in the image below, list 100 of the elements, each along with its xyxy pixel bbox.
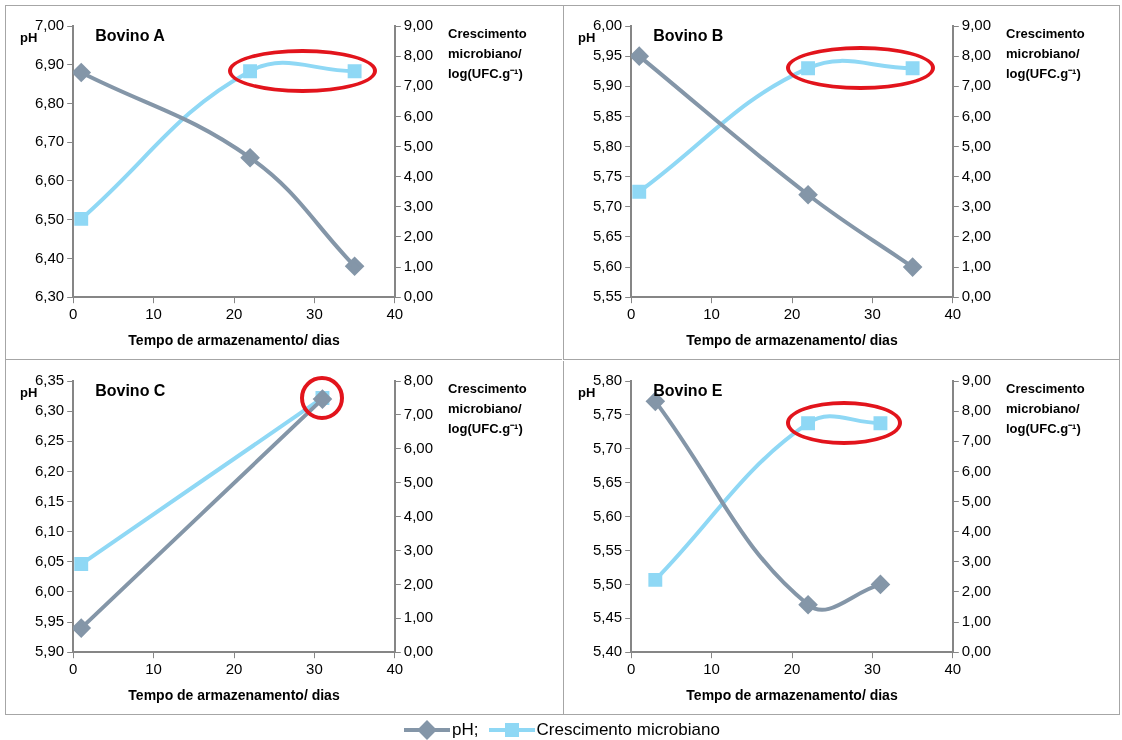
y-tick-label: 5,65 <box>592 227 623 245</box>
y2-tick-label: 1,00 <box>403 257 434 275</box>
x-tick-label: 0 <box>69 305 78 323</box>
x-tick-label: 0 <box>627 660 636 678</box>
y2-tick-label: 5,00 <box>403 472 434 490</box>
y-tick-label: 5,55 <box>592 287 623 305</box>
y2-tick-label: 5,00 <box>403 136 434 154</box>
y2-tick-label: 8,00 <box>961 401 992 419</box>
y-tick-label: 5,80 <box>592 136 623 154</box>
y2-tick-label: 7,00 <box>403 405 434 423</box>
y2-tick-label: 0,00 <box>961 642 992 660</box>
chart-title: Bovino A <box>95 27 166 45</box>
y-tick-label: 5,55 <box>592 540 623 558</box>
y2-tick-label: 3,00 <box>961 196 992 214</box>
y-tick-label: 5,70 <box>592 438 623 456</box>
y-tick-label: 6,60 <box>34 171 65 189</box>
chart-title: Bovino B <box>653 27 724 45</box>
y-tick-label: 6,80 <box>34 93 65 111</box>
y2-axis-title: Crescimento microbiano/ log(UFC.g⁻¹) <box>1006 381 1085 437</box>
x-axis-title: Tempo de armazenamento/ dias <box>128 332 340 349</box>
x-tick-label: 40 <box>944 660 962 678</box>
y-tick-label: 5,50 <box>592 574 623 592</box>
y2-tick-label: 6,00 <box>961 106 992 124</box>
point <box>345 257 364 276</box>
y-tick-label: 6,00 <box>34 582 65 600</box>
y2-tick-label: 0,00 <box>961 287 992 305</box>
point <box>799 595 818 614</box>
x-tick-label: 30 <box>864 660 881 678</box>
y-tick-label: 6,15 <box>34 491 65 509</box>
y-tick-label: 6,25 <box>34 431 65 449</box>
y-tick-label: 5,85 <box>592 106 623 124</box>
y2-tick-label: 4,00 <box>961 521 992 539</box>
y2-tick-label: 1,00 <box>961 612 992 630</box>
x-tick-label: 30 <box>306 305 323 323</box>
y2-tick-label: 7,00 <box>961 76 992 94</box>
y2-tick-label: 6,00 <box>403 438 434 456</box>
y2-tick-label: 3,00 <box>403 540 434 558</box>
y2-tick-label: 8,00 <box>961 46 992 64</box>
y-tick-label: 6,30 <box>34 287 65 305</box>
x-tick-label: 20 <box>225 305 243 323</box>
y-tick-label: 5,60 <box>592 257 623 275</box>
point <box>799 185 818 204</box>
y2-tick-label: 4,00 <box>403 506 434 524</box>
x-tick-label: 20 <box>225 660 243 678</box>
y2-axis-title: Crescimento microbiano/ log(UFC.g⁻¹) <box>1006 26 1085 82</box>
y-tick-label: 5,75 <box>592 166 623 184</box>
x-tick-label: 0 <box>627 305 636 323</box>
x-tick-label: 40 <box>386 660 404 678</box>
y2-tick-label: 9,00 <box>403 16 434 34</box>
y-tick-label: 5,60 <box>592 506 623 524</box>
y2-tick-label: 9,00 <box>961 371 992 389</box>
x-tick-label: 40 <box>944 305 962 323</box>
y2-tick-label: 2,00 <box>961 227 992 245</box>
y2-tick-label: 0,00 <box>403 642 434 660</box>
y-tick-label: 5,95 <box>592 46 623 64</box>
y2-tick-label: 2,00 <box>403 574 434 592</box>
legend-label: Crescimento microbiano <box>536 720 720 740</box>
y-tick-label: 5,75 <box>592 405 623 423</box>
y2-tick-label: 9,00 <box>961 16 992 34</box>
x-tick-label: 30 <box>864 305 881 323</box>
y2-axis-title: Crescimento microbiano/ log(UFC.g⁻¹) <box>448 381 527 437</box>
y2-tick-label: 1,00 <box>961 257 992 275</box>
y2-tick-label: 5,00 <box>961 136 992 154</box>
y-tick-label: 5,45 <box>592 608 623 626</box>
x-tick-label: 0 <box>69 660 78 678</box>
y-tick-label: 6,10 <box>34 521 65 539</box>
point <box>871 575 890 594</box>
y-tick-label: 5,90 <box>34 642 65 660</box>
y2-tick-label: 3,00 <box>403 196 434 214</box>
x-tick-label: 20 <box>783 660 801 678</box>
y2-tick-label: 8,00 <box>403 46 434 64</box>
point <box>903 258 922 277</box>
x-axis-title: Tempo de armazenamento/ dias <box>686 332 898 349</box>
y-tick-label: 5,95 <box>34 612 65 630</box>
y2-tick-label: 4,00 <box>961 166 992 184</box>
chart-title: Bovino C <box>95 382 166 400</box>
y2-tick-label: 8,00 <box>403 371 434 389</box>
y2-tick-label: 7,00 <box>961 431 992 449</box>
y2-tick-label: 2,00 <box>961 582 992 600</box>
y-tick-label: 6,50 <box>34 209 65 227</box>
y-tick-label: 5,70 <box>592 196 623 214</box>
x-tick-label: 10 <box>703 305 720 323</box>
y2-tick-label: 5,00 <box>961 491 992 509</box>
x-tick-label: 40 <box>386 305 404 323</box>
x-tick-label: 10 <box>703 660 720 678</box>
y-tick-label: 5,90 <box>592 76 623 94</box>
y-tick-label: 6,90 <box>34 54 65 72</box>
y-tick-label: 6,70 <box>34 132 65 150</box>
y2-tick-label: 3,00 <box>961 551 992 569</box>
y-tick-label: 5,65 <box>592 472 623 490</box>
y2-tick-label: 7,00 <box>403 76 434 94</box>
x-axis-title: Tempo de armazenamento/ dias <box>128 687 340 704</box>
y2-tick-label: 6,00 <box>961 461 992 479</box>
x-tick-label: 30 <box>306 660 323 678</box>
y2-tick-label: 6,00 <box>403 106 434 124</box>
y-tick-label: 5,40 <box>592 642 623 660</box>
legend-label: pH; <box>452 720 479 740</box>
y-tick-label: 6,30 <box>34 401 65 419</box>
y2-tick-label: 0,00 <box>403 287 434 305</box>
y2-axis-title: Crescimento microbiano/ log(UFC.g⁻¹) <box>448 26 527 82</box>
